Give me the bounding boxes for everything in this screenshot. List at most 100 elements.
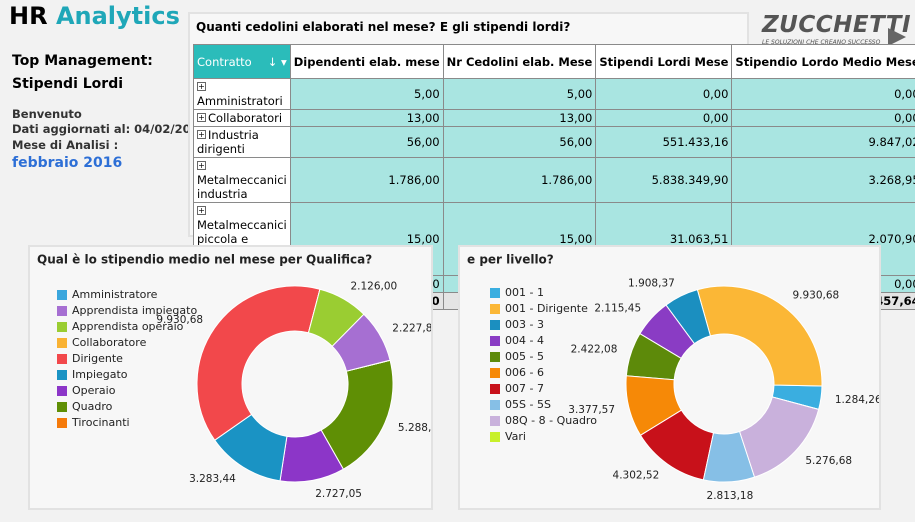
number-cell: 5.838.349,90 [595, 157, 733, 203]
column-header: Dipendenti elab. mese [289, 44, 444, 79]
month-value[interactable]: febbraio 2016 [12, 155, 123, 171]
number-cell: 13,00 [289, 109, 444, 127]
chart-title: e per livello? [467, 253, 554, 267]
number-cell: 5,00 [442, 78, 597, 110]
value-label: 2.422,08 [571, 344, 618, 356]
legend-label: 005 - 5 [505, 350, 544, 363]
table-row: +Collaboratori 13,00 13,00 0,00 0,00 [193, 109, 915, 127]
column-header: Nr Cedolini elab. Mese [442, 44, 597, 79]
legend-label: 003 - 3 [505, 318, 544, 331]
donut-chart: e per livello? 001 - 1 001 - Dirigente 003 … [467, 253, 882, 502]
app-title: HR Analytics [9, 2, 180, 30]
value-label: 5.288,37 [398, 422, 431, 434]
header-text: Dipendenti elab. mese [293, 54, 440, 69]
value-label: 3.377,57 [568, 404, 615, 416]
column-header: Stipendio Lordo Medio Mese [731, 44, 915, 79]
column-header: Stipendi Lordi Mese [595, 44, 733, 79]
header-text: Stipendi Lordi Mese [599, 54, 729, 69]
cell-text: 1.786,00 [388, 173, 440, 187]
cell-text: 0,00 [702, 87, 729, 101]
value-label: 2.727,05 [315, 488, 362, 500]
donut-slice [696, 285, 823, 387]
legend-swatch [490, 368, 500, 378]
value-label: 9.930,68 [156, 314, 203, 326]
value-label: 2.115,45 [594, 303, 641, 315]
expand-icon[interactable]: + [197, 113, 206, 122]
number-cell: 13,00 [442, 109, 597, 127]
value-label: 5.276,68 [805, 455, 852, 467]
cell-text: 9.847,02 [868, 135, 915, 149]
value-label: 2.227,86 [392, 323, 431, 335]
legend-label: Apprendista operaio [72, 320, 184, 333]
chart-title: Qual è lo stipendio medio nel mese per Q… [37, 253, 372, 267]
label-cell: + Metalmeccanici industria [193, 157, 291, 203]
legend-swatch [57, 402, 67, 412]
cell-text: 1.786,00 [541, 173, 593, 187]
label-cell: + Collaboratori [193, 109, 291, 127]
sort-icon[interactable]: ↓ ▾ [267, 54, 287, 69]
number-cell: 0,00 [595, 78, 733, 110]
legend-label: 004 - 4 [505, 334, 544, 347]
expand-icon[interactable]: + [197, 82, 206, 91]
cell-text: Metalmeccanici industria [197, 173, 287, 201]
cell-text: Industria dirigenti [197, 128, 259, 156]
expand-icon[interactable]: + [197, 130, 206, 139]
legend-label: 006 - 6 [505, 366, 544, 379]
legend-label: Operaio [72, 384, 116, 397]
cell-text: 5.838.349,90 [651, 173, 729, 187]
cell-text: 13,00 [406, 111, 440, 125]
number-cell: 0,00 [595, 109, 733, 127]
legend-swatch [490, 336, 500, 346]
value-label: 1.284,26 [835, 394, 879, 406]
value-label: 4.302,52 [613, 469, 660, 481]
legend-label: 05S - 5S [505, 398, 551, 411]
column-header[interactable]: Contratto ↓ ▾ [193, 44, 291, 79]
cell-text: 2.070,90 [868, 232, 915, 246]
number-cell: 5,00 [289, 78, 444, 110]
expand-icon[interactable]: + [197, 206, 206, 215]
legend-swatch [57, 370, 67, 380]
legend-swatch [57, 338, 67, 348]
chart-panel: e per livello? 001 - 1 001 - Dirigente 003 … [458, 245, 882, 510]
logo-name: ZUCCHETTI [762, 12, 912, 38]
cell-text: Collaboratori [208, 111, 283, 125]
sidebar-subheading: Stipendi Lordi [12, 76, 124, 92]
legend-swatch [57, 290, 67, 300]
header-text: Contratto [197, 54, 252, 69]
legend-label: 007 - 7 [505, 382, 544, 395]
legend-swatch [490, 400, 500, 410]
cell-text: 31.063,51 [669, 232, 729, 246]
legend-label: Vari [505, 430, 526, 443]
legend-label: Quadro [72, 400, 113, 413]
number-cell: 9.847,02 [731, 126, 915, 158]
legend-label: Collaboratore [72, 336, 147, 349]
label-cell: + Amministratori [193, 78, 291, 110]
brand-hr: HR [9, 2, 48, 30]
cell-text: 3.268,95 [868, 173, 915, 187]
legend-label: 001 - Dirigente [505, 302, 588, 315]
expand-icon[interactable]: + [197, 161, 206, 170]
legend-label: Impiegato [72, 368, 128, 381]
table-panel: Quanti cedolini elaborati nel mese? E gl… [188, 12, 915, 310]
logo-arrow [888, 28, 906, 46]
legend-swatch [57, 386, 67, 396]
cell-text: 5,00 [566, 87, 593, 101]
value-label: 3.283,44 [189, 473, 236, 485]
value-label: 2.126,00 [350, 281, 397, 293]
legend-swatch [57, 418, 67, 428]
header-row: Contratto ↓ ▾ Dipendenti elab. mese Nr Cedo… [193, 44, 915, 79]
cell-text: 0,00 [894, 111, 915, 125]
legend-label: 001 - 1 [505, 286, 544, 299]
donut-slice [738, 396, 820, 478]
welcome: Benvenuto [12, 107, 82, 121]
logo-tagline: LE SOLUZIONI CHE CREANO SUCCESSO [762, 39, 881, 46]
sidebar-heading: Top Management: [12, 53, 153, 69]
legend-swatch [490, 384, 500, 394]
value-label: 2.813,18 [707, 490, 754, 502]
cell-text: 15,00 [559, 232, 593, 246]
number-cell: 0,00 [731, 109, 915, 127]
table-row: + Industria dirigenti 56,00 56,00 551.433,16… [193, 126, 915, 158]
cell-text: 56,00 [406, 135, 440, 149]
donut-slice [346, 359, 391, 372]
